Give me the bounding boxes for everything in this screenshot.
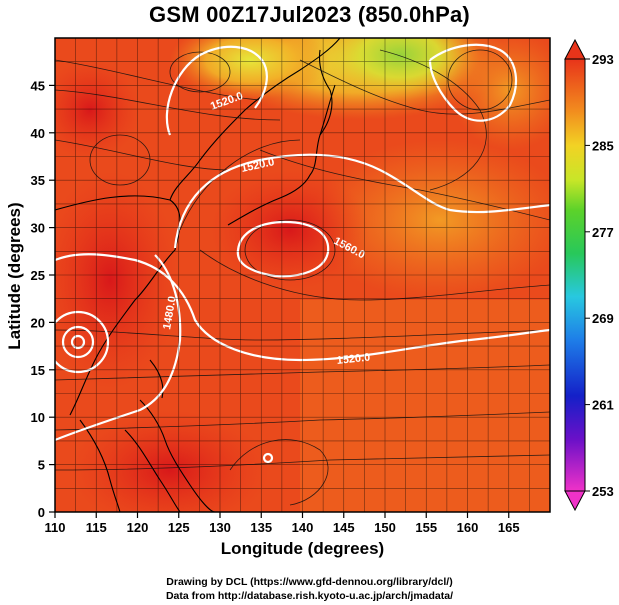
y-tick-label: 25 bbox=[31, 268, 45, 283]
y-tick-label: 45 bbox=[31, 78, 45, 93]
colorbar-tick-label: 277 bbox=[592, 225, 614, 240]
credit-data: Data from http://database.rish.kyoto-u.a… bbox=[165, 590, 454, 602]
temperature-field bbox=[55, 38, 550, 512]
x-axis-label: Longitude (degrees) bbox=[220, 539, 385, 558]
x-tick-label: 110 bbox=[45, 520, 66, 535]
y-axis-ticks: 0 5 10 15 20 25 30 35 40 45 bbox=[31, 78, 55, 520]
x-tick-label: 155 bbox=[415, 520, 437, 535]
colorbar-tick-label: 253 bbox=[592, 484, 614, 499]
coastlines bbox=[55, 38, 341, 512]
colorbar-tick-label: 285 bbox=[592, 138, 614, 153]
contour-label: 1520.0 bbox=[336, 352, 371, 367]
y-axis-label: Latitude (degrees) bbox=[5, 202, 24, 350]
y-tick-label: 0 bbox=[38, 505, 45, 520]
colorbar-top-arrow bbox=[564, 38, 586, 60]
y-tick-label: 15 bbox=[31, 363, 45, 378]
colorbar-scale bbox=[564, 58, 586, 492]
x-tick-label: 135 bbox=[250, 520, 272, 535]
y-tick-label: 20 bbox=[31, 315, 45, 330]
x-tick-label: 140 bbox=[292, 520, 314, 535]
x-tick-label: 125 bbox=[168, 520, 190, 535]
y-tick-label: 10 bbox=[31, 410, 45, 425]
contour-label: 1480.0 bbox=[161, 295, 179, 330]
colorbar-tick-label: 269 bbox=[592, 311, 614, 326]
x-tick-label: 165 bbox=[498, 520, 520, 535]
x-tick-label: 145 bbox=[333, 520, 355, 535]
x-tick-label: 150 bbox=[374, 520, 396, 535]
grid-lines bbox=[55, 38, 550, 512]
x-tick-label: 115 bbox=[86, 520, 107, 535]
y-tick-label: 35 bbox=[31, 173, 45, 188]
credit-drawing: Drawing by DCL (https://www.gfd-dennou.o… bbox=[166, 576, 453, 588]
y-tick-label: 5 bbox=[38, 458, 45, 473]
x-axis-ticks: 110 115 120 125 130 135 140 145 150 155 160 165 bbox=[45, 512, 520, 535]
colorbar-tick-label: 261 bbox=[592, 398, 614, 413]
geopotential-contours bbox=[55, 43, 550, 464]
y-tick-label: 30 bbox=[31, 221, 45, 236]
colorbar-bottom-arrow bbox=[564, 490, 586, 512]
y-tick-label: 40 bbox=[31, 126, 45, 141]
colorbar: 293 285 277 269 261 253 bbox=[564, 38, 614, 512]
x-tick-label: 160 bbox=[457, 520, 479, 535]
map-title: GSM 00Z17Jul2023 (850.0hPa) bbox=[149, 2, 470, 27]
colorbar-ticks: 293 285 277 269 261 253 bbox=[585, 52, 614, 499]
x-tick-label: 130 bbox=[209, 520, 231, 535]
x-tick-label: 120 bbox=[127, 520, 149, 535]
colorbar-tick-label: 293 bbox=[592, 52, 614, 67]
